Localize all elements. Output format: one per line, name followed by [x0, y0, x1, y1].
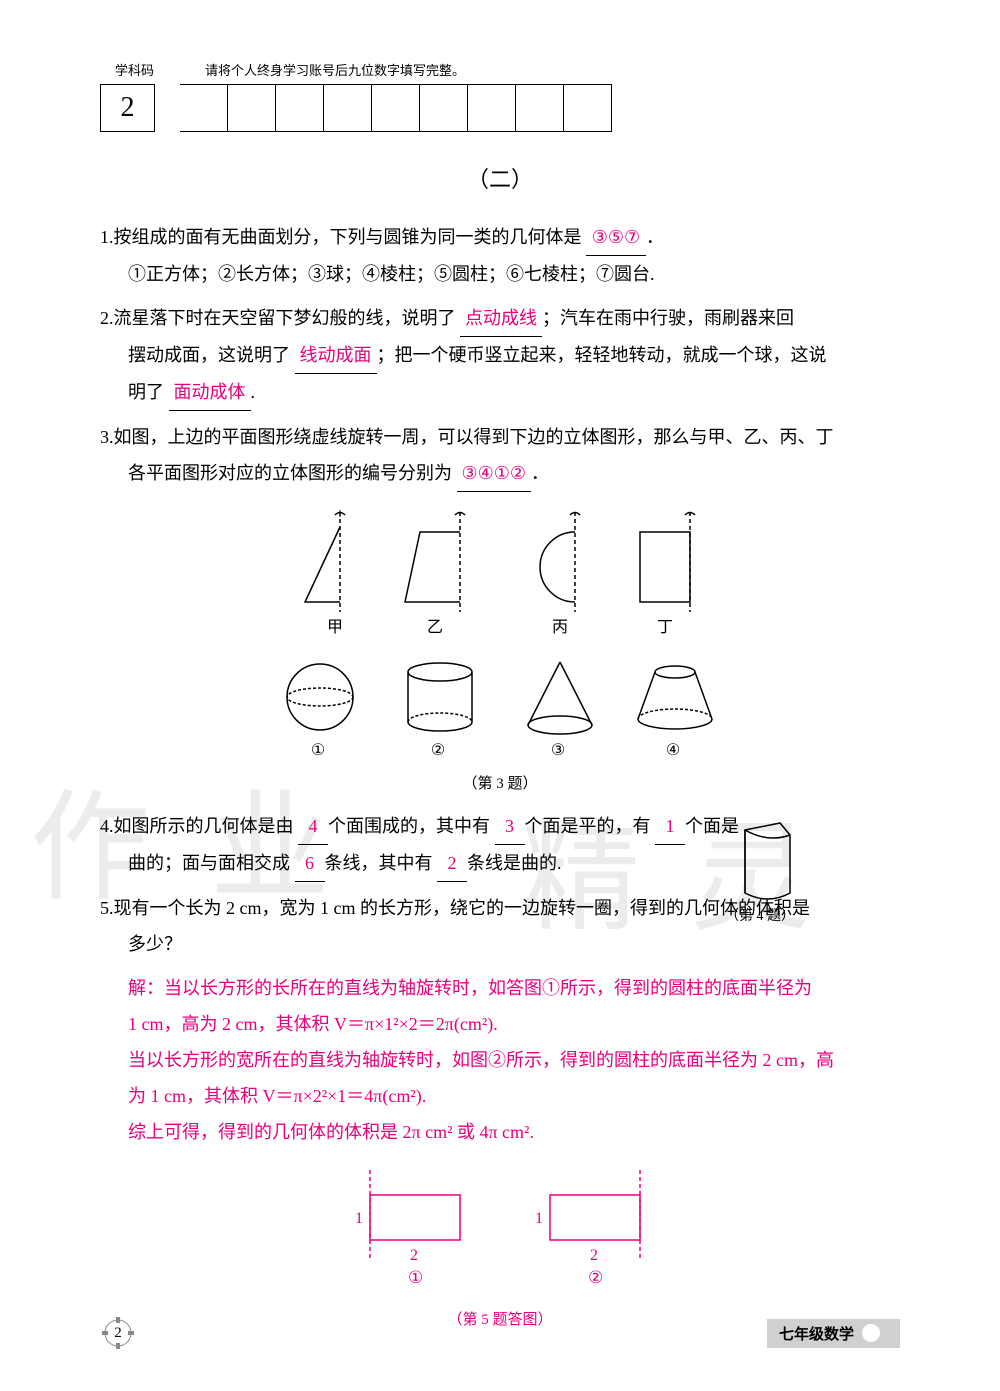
q4-answer-e: 2 [437, 845, 467, 882]
q2-answer-b: 线动成面 [295, 337, 377, 374]
digit-box[interactable] [180, 84, 228, 132]
svg-text:②: ② [588, 1268, 603, 1287]
q2-number: 2. [100, 300, 114, 336]
q4-text-a: 如图所示的几何体是由 [114, 816, 294, 836]
q2-text-b: ；汽车在雨中行驶，雨刷器来回 [542, 308, 794, 328]
q5-line2: 多少？ [100, 926, 900, 962]
q5-number: 5. [100, 890, 114, 926]
digit-box[interactable] [516, 84, 564, 132]
subject-code-label: 学科码 [115, 60, 175, 79]
q5-solution-3: 当以长方形的宽所在的直线为轴旋转时，如图②所示，得到的圆柱的底面半径为 2 cm… [100, 1042, 900, 1078]
q4-text-b: 个面围成的，其中有 [328, 816, 490, 836]
q1-number: 1. [100, 219, 114, 255]
q2-answer-a: 点动成线 [460, 300, 542, 337]
q1-answer: ③⑤⑦ [586, 219, 646, 256]
q3-line2-a: 各平面图形对应的立体图形的编号分别为 [128, 463, 452, 483]
q2-text-a: 流星落下时在天空留下梦幻般的线，说明了 [114, 308, 456, 328]
digit-box[interactable] [468, 84, 516, 132]
digit-box[interactable] [324, 84, 372, 132]
q4-figure [730, 815, 800, 910]
digit-box[interactable] [420, 84, 468, 132]
q1-text-b: ． [646, 227, 664, 247]
q3-label-b: 乙 [427, 619, 443, 636]
q3-label-d: 丁 [657, 619, 673, 636]
q5-figure: 1 2 ① 1 2 ② （第 5 题答图） [100, 1165, 900, 1329]
svg-text:1: 1 [355, 1210, 363, 1227]
q4-line2-a: 曲的；面与面相交成 [128, 853, 290, 873]
q2-line2-b: ；把一个硬币竖立起来，轻轻地转动，就成一个球，这说 [377, 345, 827, 365]
digit-box[interactable] [276, 84, 324, 132]
q3-num-c: ③ [551, 742, 565, 759]
q4-answer-c: 1 [655, 808, 685, 845]
instruction-label: 请将个人终身学习账号后九位数字填写完整。 [205, 60, 465, 79]
q2-line3-b: . [251, 382, 256, 402]
q3-num-b: ② [431, 742, 445, 759]
svg-text:2: 2 [410, 1247, 418, 1264]
header-section: 学科码 请将个人终身学习账号后九位数字填写完整。 2 [100, 60, 900, 132]
q4-answer-b: 3 [495, 808, 525, 845]
q3-num-a: ① [311, 742, 325, 759]
q5-solution-2: 1 cm，高为 2 cm，其体积 V＝π×1²×2＝2π(cm²). [100, 1006, 900, 1042]
q3-caption: （第 3 题） [100, 772, 900, 793]
question-2: 2.流星落下时在天空留下梦幻般的线，说明了 点动成线；汽车在雨中行驶，雨刷器来回… [100, 300, 900, 411]
digit-box[interactable] [228, 84, 276, 132]
q3-answer: ③④①② [457, 455, 532, 492]
q5-solution-4: 为 1 cm，其体积 V＝π×2²×1＝4π(cm²). [100, 1078, 900, 1114]
q1-text-a: 按组成的面有无曲面划分，下列与圆锥为同一类的几何体是 [114, 227, 582, 247]
q5-solution-1: 解：当以长方形的长所在的直线为轴旋转时，如答图①所示，得到的圆柱的底面半径为 [100, 970, 900, 1006]
question-1: 1.按组成的面有无曲面划分，下列与圆锥为同一类的几何体是 ③⑤⑦． ①正方体；②… [100, 219, 900, 292]
q4-caption: （第 4 题） [725, 905, 795, 925]
q3-text-a: 如图，上边的平面图形绕虚线旋转一周，可以得到下边的立体图形，那么与甲、乙、丙、丁 [114, 427, 834, 447]
q3-figure-bottom: ① ② ③ ④ （第 3 题） [100, 657, 900, 793]
q3-figure-top: 甲 乙 丙 丁 [100, 507, 900, 642]
q2-line3-a: 明了 [128, 382, 164, 402]
q3-num-d: ④ [666, 742, 680, 759]
q3-number: 3. [100, 419, 114, 455]
q4-answer-a: 4 [298, 808, 328, 845]
digit-box[interactable] [372, 84, 420, 132]
svg-text:1: 1 [535, 1210, 543, 1227]
q5-text: 现有一个长为 2 cm，宽为 1 cm 的长方形，绕它的一边旋转一圈，得到的几何… [114, 898, 810, 918]
svg-text:2: 2 [590, 1247, 598, 1264]
q3-label-a: 甲 [327, 619, 343, 636]
digit-box[interactable] [564, 84, 612, 132]
q4-text-c: 个面是平的，有 [525, 816, 651, 836]
page-number: 2 [114, 1325, 122, 1342]
q5-solution-5: 综上可得，得到的几何体的体积是 2π cm² 或 4π cm². [100, 1114, 900, 1150]
q4-answer-d: 6 [295, 845, 325, 882]
subject-code-box: 2 [100, 84, 155, 132]
q3-line2-b: ． [531, 463, 549, 483]
q3-label-c: 丙 [552, 619, 568, 636]
svg-text:①: ① [408, 1268, 423, 1287]
q1-line2: ①正方体；②长方体；③球；④棱柱；⑤圆柱；⑥七棱柱；⑦圆台. [100, 256, 900, 292]
question-3: 3.如图，上边的平面图形绕虚线旋转一周，可以得到下边的立体图形，那么与甲、乙、丙… [100, 419, 900, 492]
q4-number: 4. [100, 808, 114, 844]
q2-line2-a: 摆动成面，这说明了 [128, 345, 290, 365]
section-title: （二） [100, 162, 900, 194]
q4-line2-b: 条线，其中有 [325, 853, 433, 873]
q2-answer-c: 面动成体 [169, 374, 251, 411]
q5-caption: （第 5 题答图） [100, 1308, 900, 1329]
q4-line2-c: 条线是曲的. [467, 853, 562, 873]
